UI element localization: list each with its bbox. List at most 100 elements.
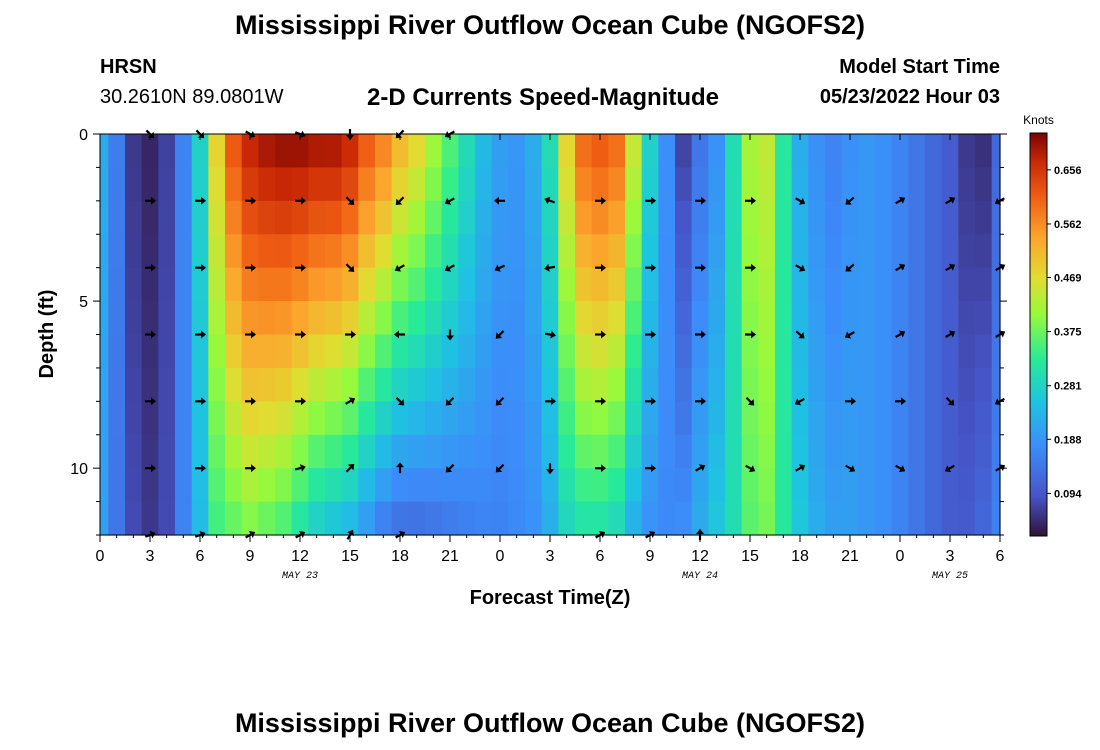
heatmap-cell [708,167,726,202]
heatmap-cell [425,167,443,202]
heatmap-cell [325,234,343,269]
heatmap-cell [508,134,526,169]
heatmap-cell [875,167,893,202]
heatmap-cell [408,434,426,469]
heatmap-cell [258,501,276,536]
heatmap-cell [241,301,259,336]
heatmap-cell [858,267,876,302]
station-coordinates: 30.2610N 89.0801W [100,86,284,108]
model-start-label: Model Start Time [839,56,1000,78]
current-vector [595,464,606,473]
heatmap-cell [625,434,643,469]
heatmap-cell [875,501,893,536]
heatmap-cell [125,334,143,369]
heatmap-cell [775,334,793,369]
current-vector [945,263,956,272]
current-vector [845,397,856,406]
current-vector [396,462,404,474]
heatmap-cell [758,134,776,169]
heatmap-cell [941,301,959,336]
heatmap-cell [141,367,159,402]
heatmap-cell [925,468,943,503]
heatmap-cell [691,267,709,302]
heatmap-cell [658,301,676,336]
heatmap-cell [725,234,743,269]
heatmap-cell [358,301,376,336]
heatmap-cell [808,167,826,202]
heatmap-cell [575,267,593,302]
heatmap-cell [758,267,776,302]
current-vector [695,330,706,339]
current-vector [145,263,156,272]
heatmap-cell [125,234,143,269]
current-vector [445,463,455,473]
current-vector [945,330,956,338]
current-vector [494,196,505,205]
heatmap-cell [808,468,826,503]
current-vector [794,397,805,406]
current-vector [195,196,206,205]
heatmap-cell [708,334,726,369]
heatmap-cell [991,134,1001,169]
heatmap-cell [341,434,359,469]
heatmap-cell [641,134,659,169]
heatmap-cell [591,301,609,336]
heatmap-cell [608,367,626,402]
heatmap-cell [375,267,393,302]
heatmap-cell [458,134,476,169]
heatmap-cell [508,468,526,503]
heatmap-cell [275,334,293,369]
heatmap-cell [758,367,776,402]
heatmap-cell [375,134,393,169]
heatmap-cell [391,167,409,202]
heatmap-cell [441,234,459,269]
heatmap-cell [225,234,243,269]
heatmap-cell [225,200,243,235]
heatmap-cell [458,234,476,269]
heatmap-cell [691,234,709,269]
current-vector [545,397,556,406]
current-vector [745,330,756,339]
current-vector [544,330,556,339]
heatmap-cell [100,501,109,536]
current-vector [645,464,656,473]
current-vector [795,264,806,272]
x-tick-label: 0 [96,548,105,565]
heatmap-cell [908,367,926,402]
heatmap-cell [141,501,159,536]
heatmap-cell [358,234,376,269]
current-vector [145,196,156,205]
heatmap-cell [775,434,793,469]
heatmap-cell [741,468,759,503]
heatmap-cell [391,134,409,169]
heatmap-cell [191,301,209,336]
station-name: HRSN [100,56,157,78]
heatmap-cell [158,501,176,536]
current-vector [645,263,656,272]
heatmap-cell [591,468,609,503]
heatmap-cell [325,267,343,302]
heatmap-cell [958,167,976,202]
heatmap-cell [325,434,343,469]
heatmap-cell [291,200,309,235]
heatmap-cell [708,434,726,469]
chart-subtitle: 2-D Currents Speed-Magnitude [367,84,720,111]
heatmap-cell [725,167,743,202]
heatmap-cell [591,401,609,436]
heatmap-cell [691,167,709,202]
heatmap-cell [875,267,893,302]
heatmap-cell [641,334,659,369]
heatmap-cell [775,200,793,235]
heatmap-cell [225,367,243,402]
x-tick-label: 21 [441,548,459,565]
heatmap-cell [491,501,509,536]
heatmap-cell [225,167,243,202]
heatmap-cell [558,267,576,302]
heatmap-cell [675,134,693,169]
heatmap-cell [525,401,543,436]
heatmap-cell [841,167,859,202]
heatmap-cell [508,301,526,336]
current-vector [745,196,756,205]
heatmap-cell [191,334,209,369]
heatmap-cell [691,468,709,503]
